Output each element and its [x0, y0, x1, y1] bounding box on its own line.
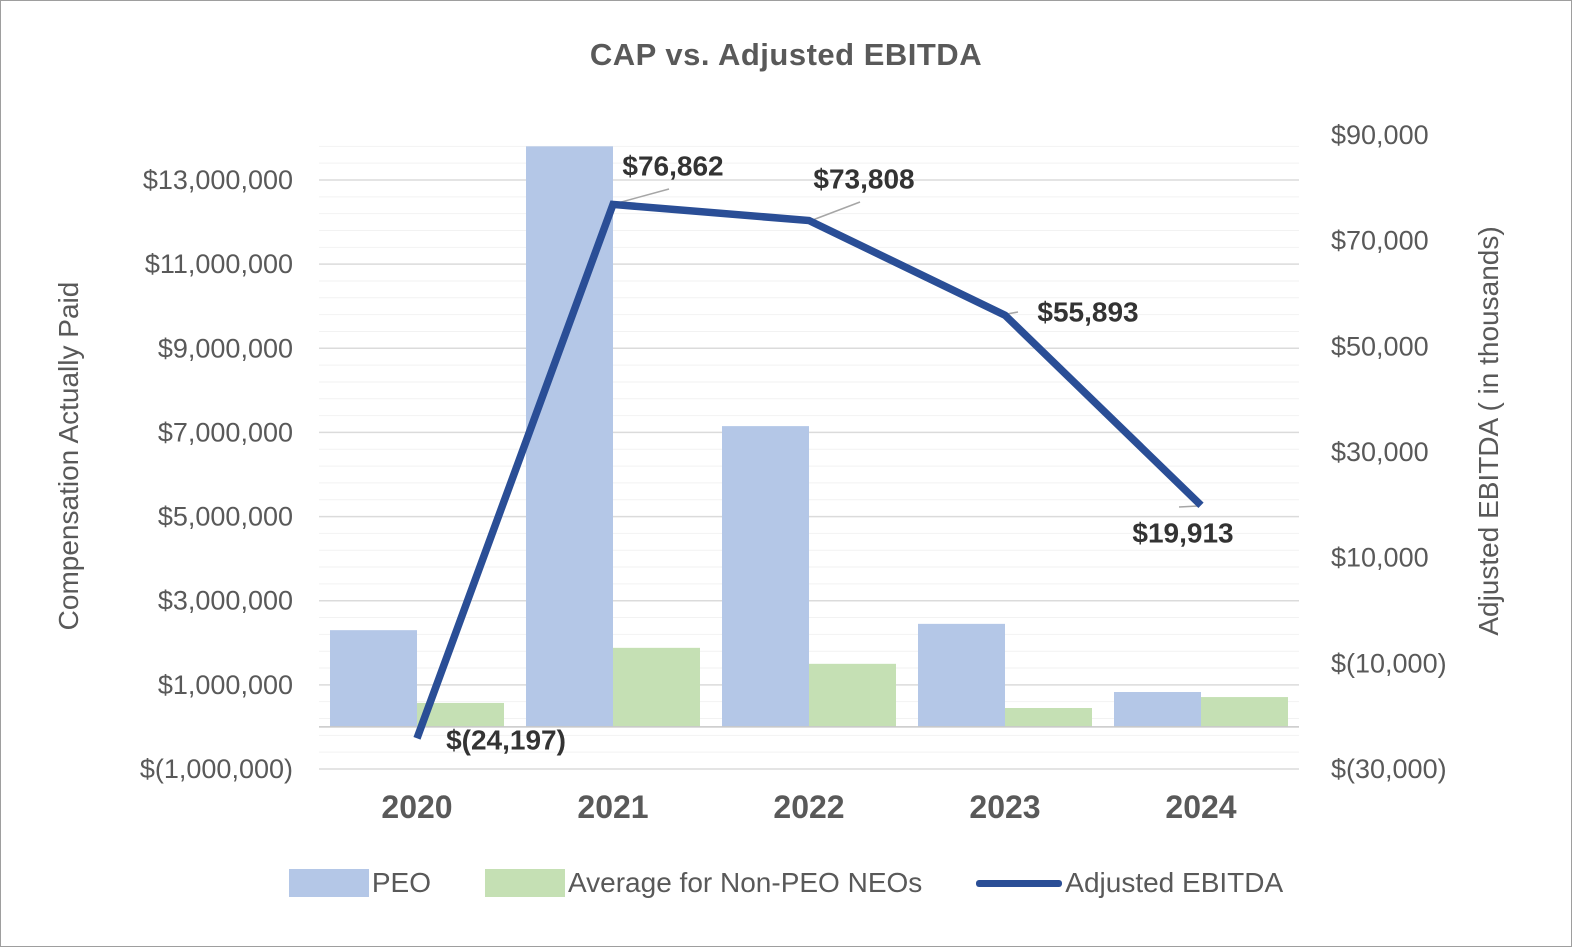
- bar-peo-2020: [330, 630, 417, 727]
- ebitda-data-label-2021: $76,862: [622, 151, 723, 182]
- legend-label-ebitda: Adjusted EBITDA: [1065, 867, 1284, 898]
- legend-item-peo: PEO: [288, 867, 431, 899]
- ebitda-data-label-2020: $(24,197): [446, 725, 566, 756]
- x-tick-label-2023: 2023: [969, 789, 1040, 825]
- chart-legend: PEO Average for Non-PEO NEOs Adjusted EB…: [1, 867, 1571, 899]
- left-tick-label: $3,000,000: [158, 586, 293, 616]
- bar-peo-2024: [1114, 692, 1201, 727]
- left-tick-label: $5,000,000: [158, 502, 293, 532]
- x-tick-label-2020: 2020: [381, 789, 452, 825]
- bar-peo-2023: [918, 623, 1005, 727]
- left-tick-label: $11,000,000: [145, 249, 293, 279]
- bar-peo-2022: [722, 426, 809, 727]
- bar-non-peo-2022: [809, 663, 896, 727]
- bar-non-peo-2023: [1005, 707, 1092, 727]
- right-tick-label: $90,000: [1331, 120, 1429, 150]
- label-leader-line: [1006, 311, 1019, 315]
- right-tick-label: $50,000: [1331, 331, 1429, 361]
- chart-title: CAP vs. Adjusted EBITDA: [589, 37, 983, 72]
- legend-item-non-peo: Average for Non-PEO NEOs: [484, 867, 923, 899]
- right-tick-label: $30,000: [1331, 437, 1429, 467]
- legend-label-peo: PEO: [371, 867, 431, 898]
- left-tick-label: $13,000,000: [143, 165, 293, 195]
- bar-non-peo-2021: [613, 647, 700, 727]
- x-tick-label-2022: 2022: [773, 789, 844, 825]
- ebitda-line: [413, 200, 1204, 740]
- peo-swatch-icon: [288, 869, 369, 897]
- bar-non-peo-2024: [1201, 697, 1288, 727]
- x-tick-label-2021: 2021: [577, 789, 648, 825]
- bar-non-peo-2020: [417, 702, 504, 727]
- x-tick-label-2024: 2024: [1165, 789, 1236, 825]
- right-tick-label: $(30,000): [1331, 754, 1447, 784]
- legend-label-non-peo: Average for Non-PEO NEOs: [567, 867, 923, 898]
- non-peo-swatch-icon: [484, 869, 565, 897]
- right-tick-label: $(10,000): [1331, 648, 1447, 678]
- ebitda-data-label-2022: $73,808: [813, 164, 914, 195]
- right-tick-label: $10,000: [1331, 543, 1429, 573]
- ebitda-line-swatch-icon: [976, 879, 1063, 887]
- left-tick-label: $9,000,000: [158, 333, 293, 363]
- label-leader-line: [809, 201, 861, 222]
- ebitda-data-label-2023: $55,893: [1037, 297, 1138, 328]
- left-tick-label: $1,000,000: [158, 670, 293, 700]
- right-tick-label: $70,000: [1331, 226, 1429, 256]
- legend-item-ebitda: Adjusted EBITDA: [976, 867, 1283, 899]
- ebitda-data-label-2024: $19,913: [1132, 518, 1233, 549]
- left-tick-label: $7,000,000: [158, 417, 293, 447]
- label-leader-line: [1178, 505, 1199, 508]
- left-tick-label: $(1,000,000): [140, 754, 293, 784]
